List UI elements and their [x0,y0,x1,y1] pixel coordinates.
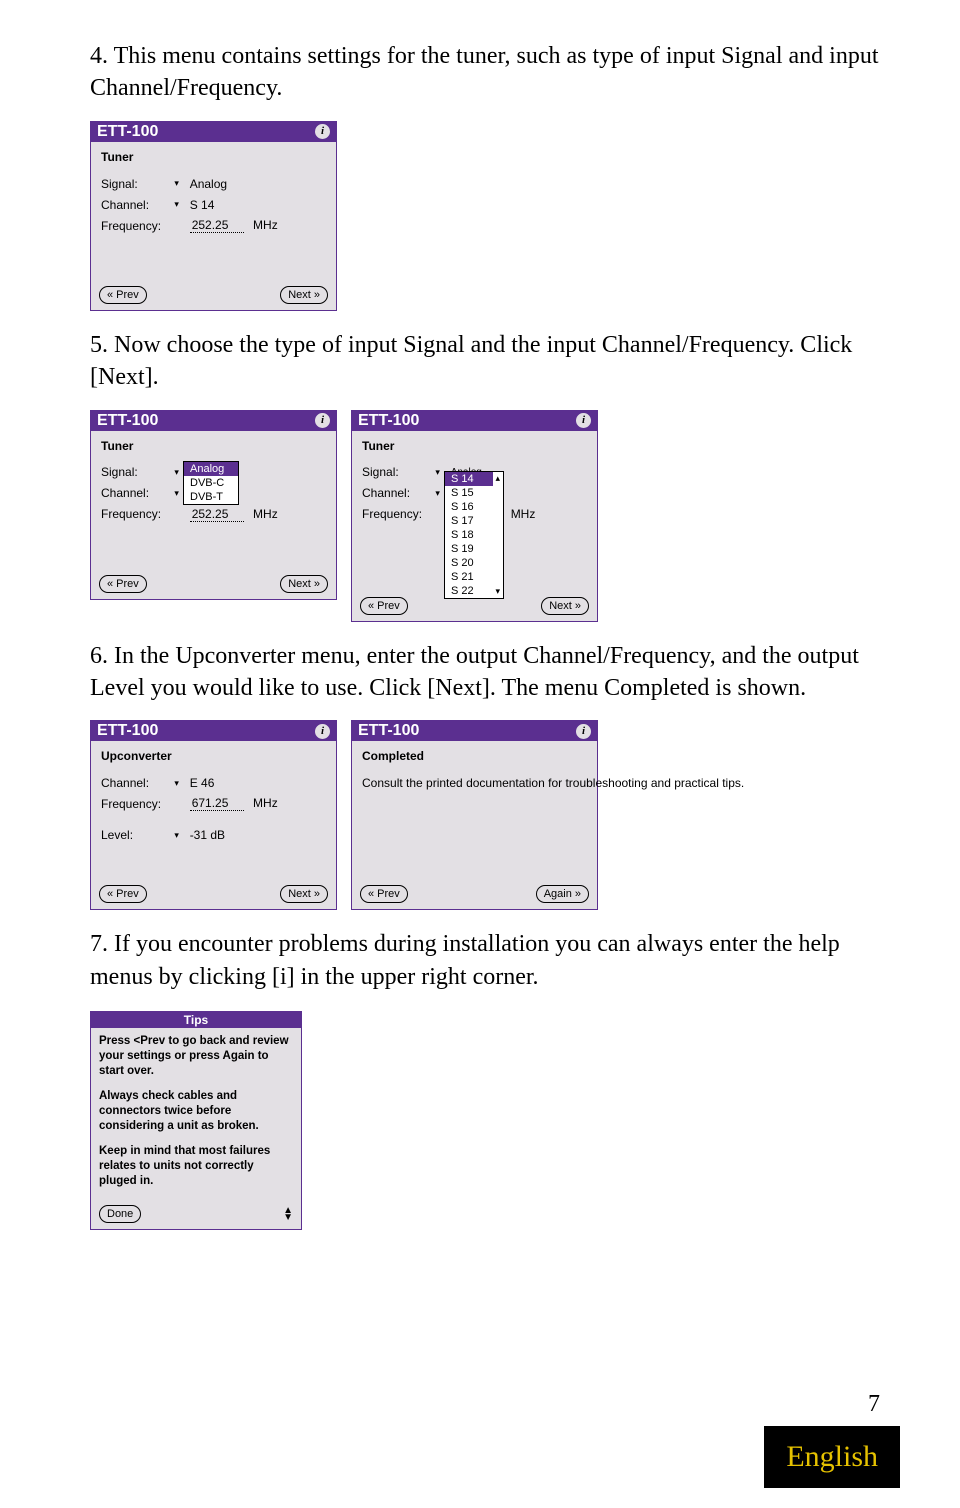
panel-title: Tuner [362,439,587,453]
frequency-unit: MHz [253,796,278,810]
chevron-down-icon[interactable]: ▾ [174,199,186,210]
chevron-down-icon[interactable]: ▾ [174,778,186,789]
panel-header-title: ETT-100 [97,722,158,740]
info-icon[interactable]: i [576,724,591,739]
step7-text: 7. If you encounter problems during inst… [90,928,880,993]
info-icon[interactable]: i [315,724,330,739]
prev-button[interactable]: « Prev [360,597,408,615]
panel-header-title: ETT-100 [97,123,158,141]
frequency-unit: MHz [253,507,278,521]
frequency-value[interactable]: 252.25 [190,218,244,233]
again-button[interactable]: Again » [536,885,589,903]
option-dvbc[interactable]: DVB-C [184,476,238,490]
next-button[interactable]: Next » [541,597,589,615]
prev-button[interactable]: « Prev [99,286,147,304]
channel-label: Channel: [101,776,171,790]
panel-header: ETT-100 i [352,411,597,431]
tuner-panel-channel-dropdown: ETT-100 i Tuner Signal: ▾ Analog Channel… [351,410,598,622]
upconverter-panel: ETT-100 i Upconverter Channel: ▾ E 46 Fr… [90,720,337,910]
spacer [174,509,186,519]
frequency-label: Frequency: [101,219,171,233]
prev-button[interactable]: « Prev [360,885,408,903]
frequency-value[interactable]: 252.25 [190,507,244,522]
panel-header: ETT-100 i [91,411,336,431]
tips-paragraph-3: Keep in mind that most failures relates … [99,1144,293,1189]
panel-header-title: ETT-100 [358,412,419,430]
panel-title: Tuner [101,150,326,164]
frequency-label: Frequency: [101,507,171,521]
chevron-down-icon[interactable]: ▾ [174,830,186,841]
info-icon[interactable]: i [315,124,330,139]
scroll-up-icon[interactable]: ▴ [495,473,500,484]
frequency-unit: MHz [511,507,536,521]
option-analog[interactable]: Analog [184,462,238,476]
level-value[interactable]: -31 dB [190,828,225,842]
next-button[interactable]: Next » [280,286,328,304]
tips-header: Tips [91,1012,301,1028]
channel-label: Channel: [101,198,171,212]
option-s22[interactable]: S 22 [445,584,493,598]
channel-dropdown[interactable]: ▴ S 14 S 15 S 16 S 17 S 18 S 19 S 20 S 2… [444,471,504,599]
signal-label: Signal: [101,465,171,479]
level-label: Level: [101,828,171,842]
completed-body: Consult the printed documentation for tr… [362,775,587,791]
option-s15[interactable]: S 15 [445,486,493,500]
option-s18[interactable]: S 18 [445,528,493,542]
option-s16[interactable]: S 16 [445,500,493,514]
panel-header: ETT-100 i [352,721,597,741]
option-s21[interactable]: S 21 [445,570,493,584]
tips-panel: Tips Press <Prev to go back and review y… [90,1011,302,1229]
step5-text: 5. Now choose the type of input Signal a… [90,329,880,394]
option-dvbt[interactable]: DVB-T [184,490,238,504]
tuner-panel-signal-dropdown: ETT-100 i Tuner Signal: ▾ Channel: ▾ Fre… [90,410,337,600]
channel-value[interactable]: S 14 [190,198,215,212]
scroll-down-icon[interactable]: ▾ [495,586,500,597]
panel-header-title: ETT-100 [97,412,158,430]
frequency-value[interactable]: 671.25 [190,796,244,811]
signal-label: Signal: [362,465,432,479]
signal-dropdown[interactable]: Analog DVB-C DVB-T [183,461,239,505]
tips-paragraph-1: Press <Prev to go back and review your s… [99,1034,293,1079]
done-button[interactable]: Done [99,1205,141,1223]
step6-text: 6. In the Upconverter menu, enter the ou… [90,640,880,705]
panel-header: ETT-100 i [91,122,336,142]
spacer [174,799,186,809]
panel-header-title: ETT-100 [358,722,419,740]
frequency-unit: MHz [253,218,278,232]
next-button[interactable]: Next » [280,885,328,903]
option-s17[interactable]: S 17 [445,514,493,528]
tuner-panel-step4: ETT-100 i Tuner Signal: ▾ Analog Channel… [90,121,337,311]
next-button[interactable]: Next » [280,575,328,593]
channel-value[interactable]: E 46 [190,776,215,790]
step4-text: 4. This menu contains settings for the t… [90,40,880,105]
frequency-label: Frequency: [362,507,432,521]
frequency-label: Frequency: [101,797,171,811]
spacer [174,221,186,231]
prev-button[interactable]: « Prev [99,885,147,903]
scroll-updown-icon[interactable]: ▲▼ [283,1207,293,1221]
channel-label: Channel: [101,486,171,500]
channel-label: Channel: [362,486,432,500]
panel-header: ETT-100 i [91,721,336,741]
chevron-down-icon[interactable]: ▾ [174,178,186,189]
panel-title: Upconverter [101,749,326,763]
language-badge: English [764,1426,900,1488]
prev-button[interactable]: « Prev [99,575,147,593]
signal-value[interactable]: Analog [190,177,227,191]
info-icon[interactable]: i [576,413,591,428]
panel-title: Completed [362,749,587,763]
tips-paragraph-2: Always check cables and connectors twice… [99,1089,293,1134]
page-number: 7 [868,1391,880,1418]
completed-panel: ETT-100 i Completed Consult the printed … [351,720,598,910]
info-icon[interactable]: i [315,413,330,428]
option-s14[interactable]: S 14 [445,472,493,486]
panel-title: Tuner [101,439,326,453]
signal-label: Signal: [101,177,171,191]
option-s20[interactable]: S 20 [445,556,493,570]
option-s19[interactable]: S 19 [445,542,493,556]
